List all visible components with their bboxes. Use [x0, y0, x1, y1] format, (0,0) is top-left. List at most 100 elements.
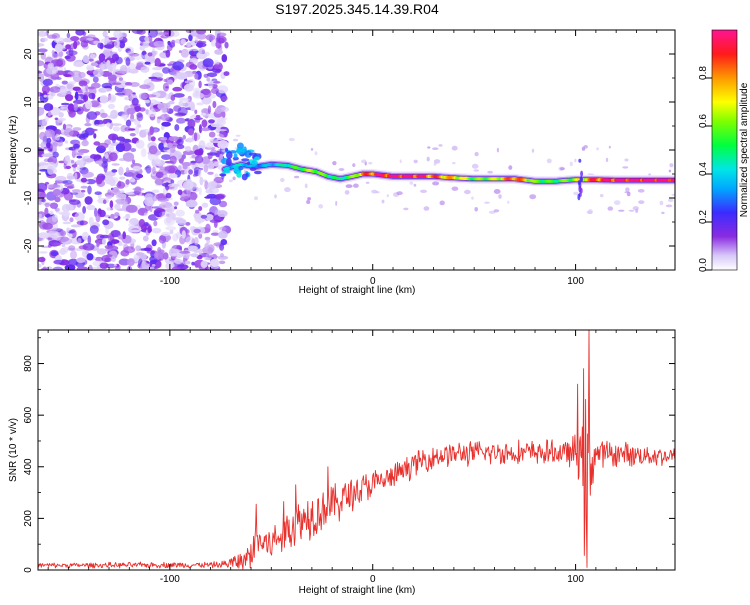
spectrogram-noise-blob	[135, 245, 141, 251]
spectrogram-speckle	[332, 161, 336, 165]
spectrogram-noise-blob	[177, 144, 185, 149]
spectrogram-noise-blob	[146, 165, 152, 174]
spectrogram-noise-blob	[63, 222, 72, 225]
spectrogram-noise-blob	[79, 80, 88, 86]
spectrogram-noise-blob	[100, 262, 109, 268]
spectrogram-noise-blob	[51, 92, 56, 97]
spectrogram-noise-blob	[80, 168, 86, 171]
spectrogram-noise-blob	[116, 193, 127, 199]
spectrogram-noise-blob	[165, 204, 175, 212]
spectrogram-speckle	[305, 184, 308, 189]
spectrogram-noise-blob	[137, 113, 144, 121]
spectrogram-speckle	[440, 201, 445, 206]
spectrogram-noise-blob	[152, 194, 158, 201]
spectrogram-noise-blob	[51, 251, 58, 256]
spectrogram-noise-blob	[54, 37, 66, 43]
spectrogram-noise-blob	[103, 88, 113, 91]
spectrogram-noise-blob	[110, 110, 118, 119]
spectrogram-noise-blob	[49, 211, 53, 215]
spectrogram-noise-blob	[156, 261, 162, 268]
spectrogram-noise-blob	[201, 127, 211, 131]
spectrogram-noise-blob	[69, 199, 81, 205]
spectrogram-noise-blob	[68, 245, 75, 250]
spectrogram-noise-blob	[208, 153, 213, 159]
spectrogram-speckle	[574, 159, 576, 163]
spectrogram-noise-blob	[67, 33, 71, 38]
spectrogram-noise-blob	[176, 210, 185, 217]
spectrogram-noise-blob	[66, 50, 78, 55]
spectrogram-noise-blob	[74, 212, 84, 221]
spectrogram-streak-blob	[578, 159, 581, 163]
spectrogram-noise-blob	[38, 214, 42, 218]
spectrogram-noise-blob	[195, 210, 199, 214]
spectrogram-speckle	[638, 200, 644, 204]
spectrogram-onset-blob	[236, 148, 245, 155]
spectrogram-y-tick-label: 20	[23, 48, 34, 60]
spectrogram-noise-blob	[77, 238, 81, 244]
spectrogram-noise-blob	[36, 264, 42, 268]
spectrogram-noise-blob	[73, 144, 80, 149]
spectrogram-noise-blob	[96, 213, 101, 222]
spectrogram-noise-blob	[194, 149, 203, 155]
spectrogram-speckle	[666, 205, 673, 208]
spectrogram-noise-blob	[157, 103, 168, 110]
spectrogram-noise-blob	[148, 52, 153, 56]
spectrogram-noise-blob	[198, 169, 201, 178]
spectrogram-noise-blob	[65, 140, 68, 143]
spectrogram-noise-blob	[64, 74, 72, 77]
spectrogram-noise-blob	[90, 225, 99, 234]
spectrogram-noise-blob	[214, 49, 223, 55]
spectrogram-speckle	[600, 194, 604, 197]
spectrogram-noise-blob	[119, 177, 125, 180]
spectrogram-streak-blob	[578, 186, 581, 193]
spectrogram-speckle	[474, 169, 480, 171]
spectrogram-noise-blob	[160, 114, 170, 121]
spectrogram-noise-blob	[48, 63, 54, 69]
spectrogram-noise-blob	[198, 81, 201, 89]
spectrogram-noise-blob	[60, 248, 66, 255]
spectrogram-noise-blob	[47, 148, 52, 151]
snr-y-tick-label: 600	[23, 406, 34, 423]
spectrogram-noise-blob	[132, 27, 143, 34]
snr-y-tick-label: 400	[23, 458, 34, 475]
spectrogram-speckle	[570, 162, 573, 167]
spectrogram-noise-blob	[156, 172, 164, 179]
spectrogram-noise-blob	[188, 169, 193, 174]
spectrogram-speckle	[382, 200, 385, 204]
spectrogram-speckle	[414, 160, 418, 164]
colorbar-ticks: 0.00.20.40.60.8	[698, 66, 712, 272]
spectrogram-noise-blob	[213, 81, 220, 84]
spectrogram-speckle	[427, 146, 430, 148]
spectrogram-noise-blob	[185, 236, 195, 244]
spectrogram-noise-blob	[187, 119, 195, 128]
spectrogram-noise-blob	[57, 119, 63, 123]
spectrogram-noise-blob	[89, 129, 98, 131]
spectrogram-noise-blob	[163, 83, 169, 92]
spectrogram-noise-blob	[71, 160, 74, 163]
spectrogram-noise-blob	[83, 32, 87, 37]
spectrogram-noise-blob	[191, 50, 194, 55]
spectrogram-noise-blob	[155, 58, 161, 66]
spectrogram-noise-blob	[177, 139, 182, 143]
spectrogram-noise-blob	[39, 163, 49, 166]
spectrogram-noise-blob	[152, 159, 156, 166]
spectrogram-noise-blob	[215, 195, 225, 200]
spectrogram-noise-blob	[73, 62, 84, 67]
spectrogram-noise-blob	[186, 42, 191, 47]
spectrogram-noise-blob	[190, 105, 195, 112]
spectrogram-speckle	[635, 209, 638, 213]
spectrogram-noise-blob	[38, 48, 48, 52]
spectrogram-speckle	[435, 160, 437, 164]
spectrogram-noise-blob	[154, 129, 158, 132]
spectrogram-noise-blob	[185, 146, 191, 152]
spectrogram-noise-blob	[105, 227, 108, 235]
spectrogram-noise-blob	[191, 262, 194, 266]
spectrogram-speckle	[464, 190, 471, 194]
spectrogram-noise-blob	[73, 41, 77, 49]
spectrogram-speckle	[475, 152, 479, 156]
spectrogram-noise-blob	[170, 156, 177, 165]
spectrogram-noise-blob	[134, 186, 141, 195]
spectrogram-noise-blob	[220, 253, 224, 257]
spectrogram-noise-blob	[44, 95, 48, 98]
spectrogram-speckle	[484, 202, 490, 204]
